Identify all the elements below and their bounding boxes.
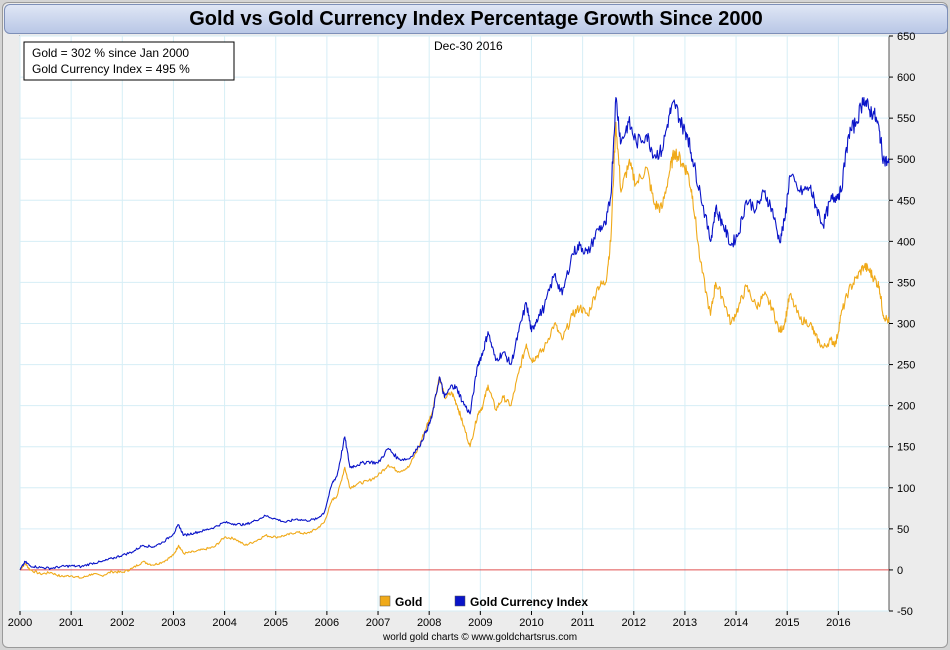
x-tick-label: 2006 [315,617,339,629]
date-label: Dec-30 2016 [434,39,503,53]
y-tick-label: 550 [897,113,915,125]
x-tick-label: 2015 [775,617,799,629]
x-tick-label: 2002 [110,617,134,629]
y-tick-label: 300 [897,319,915,331]
x-tick-label: 2013 [673,617,697,629]
x-tick-label: 2000 [8,617,32,629]
y-tick-label: 250 [897,360,915,372]
info-box: Gold = 302 % since Jan 2000 Gold Currenc… [23,41,235,81]
credit-text: world gold charts © www.goldchartsrus.co… [382,632,577,643]
y-tick-label: 100 [897,483,915,495]
legend-label-gold: Gold [395,595,422,609]
y-tick-label: 350 [897,277,915,289]
x-tick-label: 2010 [519,617,543,629]
legend-swatch-gold [379,595,391,607]
series-line-gold [19,121,890,579]
legend-label-index: Gold Currency Index [470,595,588,609]
info-line-index: Gold Currency Index = 495 % [32,62,190,76]
y-tick-label: 50 [897,524,909,536]
legend: Gold Gold Currency Index [379,595,588,609]
y-axis-ticks: -50 0 50 100 150 200 250 300 350 400 450 500 550 600 6… [889,31,915,618]
y-tick-label: 400 [897,236,915,248]
x-axis-ticks: 2000 2001 2002 2003 2004 2005 2006 2007 2008 2009… [8,611,851,629]
series-layer [19,97,890,579]
x-tick-label: 2007 [366,617,390,629]
x-tick-label: 2011 [571,617,595,629]
x-tick-label: 2009 [468,617,492,629]
x-tick-label: 2012 [622,617,646,629]
y-tick-label: 500 [897,154,915,166]
x-tick-label: 2016 [826,617,850,629]
x-tick-label: 2014 [724,617,748,629]
x-tick-label: 2004 [212,617,236,629]
info-line-gold: Gold = 302 % since Jan 2000 [32,46,189,60]
info-box-frame [23,41,235,81]
legend-swatch-index [454,595,466,607]
y-tick-label: 650 [897,31,915,43]
x-tick-label: 2008 [417,617,441,629]
y-tick-label: 450 [897,195,915,207]
x-tick-label: 2001 [59,617,83,629]
y-tick-label: 200 [897,401,915,413]
y-tick-label: 0 [897,565,903,577]
series-line-gold-currency-index [19,97,890,571]
grid-lines [19,35,889,612]
y-tick-label: -50 [897,606,913,618]
x-tick-label: 2005 [263,617,287,629]
chart-title: Gold vs Gold Currency Index Percentage G… [4,4,948,34]
y-tick-label: 600 [897,72,915,84]
y-tick-label: 150 [897,442,915,454]
x-tick-label: 2003 [161,617,185,629]
